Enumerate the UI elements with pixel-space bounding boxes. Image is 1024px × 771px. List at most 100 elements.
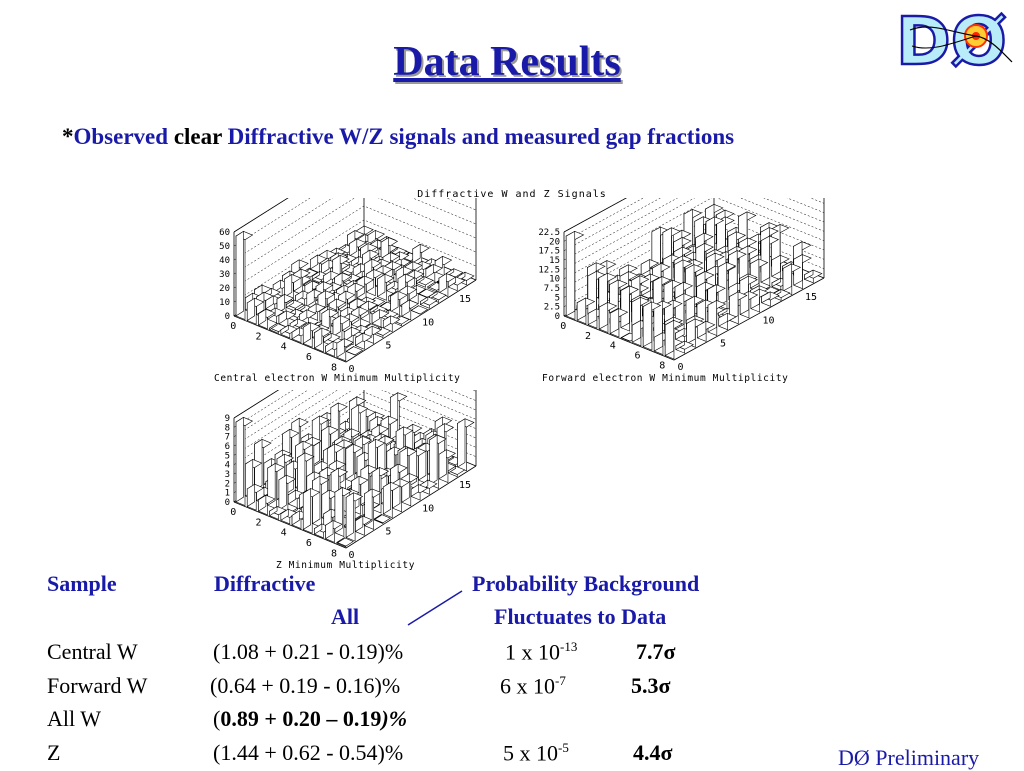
bar-side bbox=[410, 305, 419, 311]
bar-side bbox=[675, 327, 685, 340]
bar-side bbox=[314, 523, 323, 535]
bar-side bbox=[782, 263, 792, 292]
bar-side bbox=[620, 332, 631, 339]
x-tick-label: 8 bbox=[331, 548, 337, 559]
bar-side bbox=[761, 291, 771, 304]
header-divider-line bbox=[407, 590, 463, 626]
d0-logo-text: DØ bbox=[896, 3, 1007, 74]
bar-side bbox=[310, 254, 319, 270]
bar-side bbox=[427, 281, 436, 289]
bar-side bbox=[334, 486, 343, 534]
x-tick-label: 6 bbox=[306, 352, 312, 363]
y-tick-label: 7.5 bbox=[544, 284, 560, 294]
z-tick-label: 0 bbox=[349, 550, 355, 561]
bar-side bbox=[457, 418, 466, 468]
row-central-w-probability: 1 x 10-13 bbox=[505, 639, 578, 665]
bar-side bbox=[447, 276, 457, 288]
bar-side bbox=[717, 261, 728, 307]
plot-bars bbox=[235, 225, 475, 362]
bar-side bbox=[287, 489, 296, 505]
slide-title: Data Results bbox=[393, 39, 621, 85]
row-all-w-sample: All W bbox=[47, 706, 101, 731]
header-probability: Probability Background bbox=[472, 571, 700, 596]
bar-side bbox=[269, 322, 278, 331]
bar-side bbox=[760, 235, 770, 283]
bar-side bbox=[291, 327, 300, 340]
bar-side bbox=[425, 263, 434, 279]
bar-side bbox=[302, 279, 311, 286]
bar-side bbox=[438, 273, 447, 294]
bar-side bbox=[352, 263, 361, 278]
bar-side bbox=[299, 309, 308, 324]
z-tick-label: 0 bbox=[349, 364, 355, 375]
z-tick-label: 15 bbox=[459, 480, 471, 491]
bar-side bbox=[373, 513, 382, 521]
bar-side bbox=[587, 270, 597, 315]
bar-side bbox=[771, 277, 781, 288]
bar-side bbox=[306, 288, 315, 307]
bar-side bbox=[576, 297, 587, 321]
bar-side bbox=[804, 269, 814, 280]
z-tick-label: 15 bbox=[459, 294, 471, 305]
bar-side bbox=[345, 346, 354, 352]
bar-side bbox=[653, 332, 664, 352]
y-tick-label: 1 bbox=[225, 489, 230, 499]
bar-side bbox=[325, 340, 334, 354]
bar-side bbox=[302, 322, 311, 345]
header-sample: Sample bbox=[47, 571, 117, 596]
bar-side bbox=[349, 238, 358, 257]
bar-side bbox=[418, 442, 427, 481]
y-tick-label: 60 bbox=[219, 228, 230, 238]
bar-side bbox=[416, 276, 425, 285]
bar-side bbox=[343, 326, 352, 342]
y-tick-label: 4 bbox=[225, 461, 230, 471]
plot-bars bbox=[565, 203, 823, 360]
y-tick-label: 2.5 bbox=[544, 303, 560, 313]
y-tick-label: 5 bbox=[555, 293, 560, 303]
bar-side bbox=[269, 505, 278, 517]
x-tick-label: 0 bbox=[560, 321, 566, 332]
bar-side bbox=[284, 273, 293, 298]
bar-side bbox=[686, 318, 696, 345]
y-tick-label: 40 bbox=[219, 256, 230, 266]
row-forward-w-sample: Forward W bbox=[47, 673, 148, 698]
x-tick-label: 0 bbox=[230, 507, 236, 518]
bar-side bbox=[336, 338, 345, 358]
plot-caption: Z Minimum Multiplicity bbox=[276, 560, 415, 570]
bar-side bbox=[278, 474, 287, 511]
bar-side bbox=[345, 492, 354, 538]
bar-side bbox=[401, 299, 410, 317]
bar-side bbox=[565, 230, 576, 317]
row-z-sigma: 4.4σ bbox=[633, 740, 673, 765]
bar-side bbox=[314, 327, 323, 349]
z-tick-label: 5 bbox=[385, 341, 391, 352]
row-central-w-diffractive: (1.08 + 0.21 - 0.19)% bbox=[213, 639, 404, 664]
row-forward-w-sigma: 5.3σ bbox=[631, 673, 671, 698]
z-tick-label: 10 bbox=[422, 317, 434, 328]
bar-side bbox=[382, 315, 392, 329]
z-tick-label: 10 bbox=[422, 503, 434, 514]
y-tick-label: 50 bbox=[219, 242, 230, 252]
row-z-diffractive: (1.44 + 0.62 - 0.54)% bbox=[213, 740, 404, 765]
z-tick-label: 5 bbox=[720, 339, 726, 350]
bar-side bbox=[336, 537, 345, 544]
y-tick-label: 9 bbox=[225, 414, 230, 424]
bar-side bbox=[771, 254, 781, 277]
x-tick-label: 4 bbox=[610, 341, 616, 352]
header-all: All bbox=[331, 604, 360, 629]
bar-side bbox=[291, 510, 300, 526]
bar-side bbox=[410, 484, 419, 497]
bar-side bbox=[267, 462, 276, 506]
row-central-w-sigma: 7.7σ bbox=[636, 639, 676, 664]
x-tick-label: 4 bbox=[281, 528, 287, 539]
subtitle-star: * bbox=[62, 124, 74, 149]
bar-side bbox=[258, 494, 267, 512]
bar-side bbox=[664, 319, 675, 356]
y-tick-label: 8 bbox=[225, 423, 230, 433]
bar-side bbox=[364, 488, 373, 527]
z-tick-label: 0 bbox=[678, 362, 684, 373]
bar-side bbox=[355, 515, 364, 533]
y-tick-label: 0 bbox=[555, 312, 560, 322]
bar-side bbox=[280, 324, 289, 335]
